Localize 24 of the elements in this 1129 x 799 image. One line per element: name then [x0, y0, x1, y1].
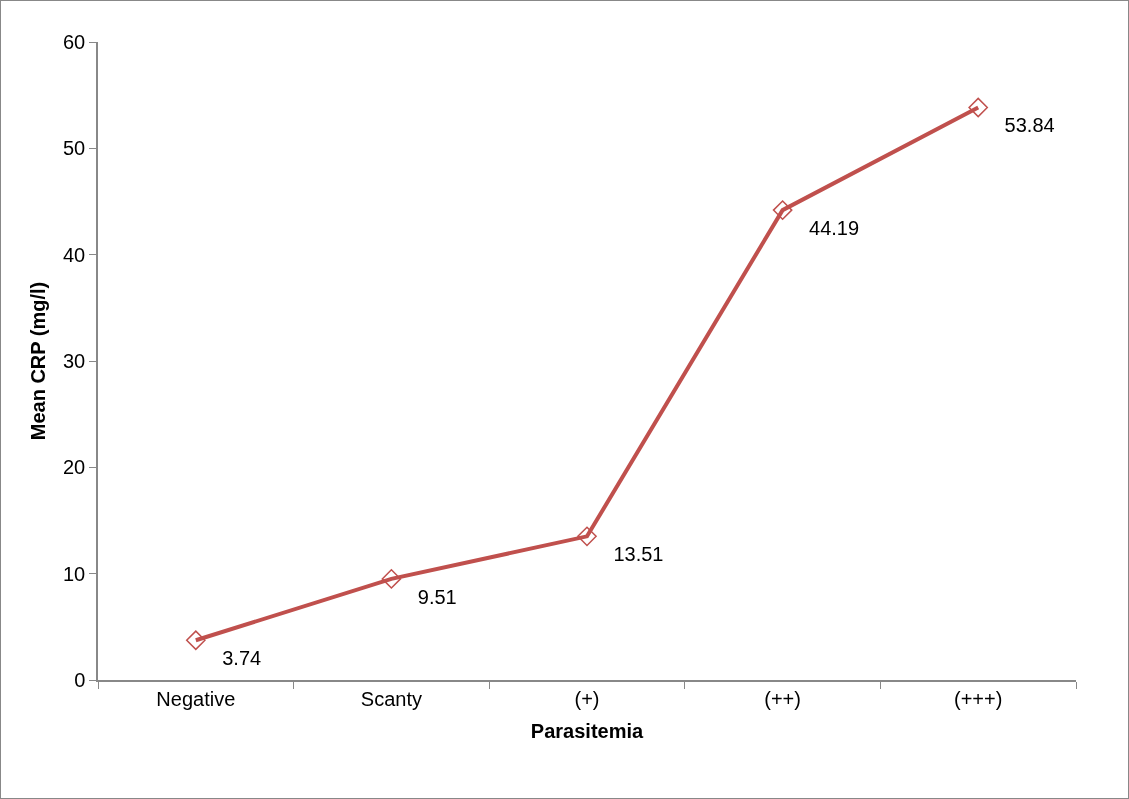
y-tick-label: 20 [63, 456, 86, 479]
x-axis-title: Parasitemia [530, 719, 645, 742]
data-label: 44.19 [792, 216, 860, 239]
y-tick-label: 40 [63, 243, 86, 266]
point [381, 569, 402, 589]
point [968, 97, 989, 118]
x-tick-label: Scanty [360, 687, 422, 710]
x-tick-label: (+) [574, 687, 600, 710]
x-tick-label: (++) [764, 687, 801, 710]
x-tick-label: Negative [156, 687, 236, 710]
y-axis-title: Mean CRP (mg/l) [27, 281, 49, 441]
x-tick-label: (+++) [954, 687, 1003, 710]
data-label: 13.51 [596, 543, 664, 566]
y-tick-label: 10 [63, 562, 86, 585]
data-label: 53.84 [987, 114, 1055, 137]
point [772, 200, 793, 220]
point [577, 526, 597, 547]
point [185, 630, 206, 651]
data-label: 9.51 [401, 585, 457, 608]
data-label: 3.74 [205, 646, 262, 669]
y-tick-label: 0 [74, 669, 86, 691]
y-tick-label: 30 [63, 350, 86, 372]
y-tick-label: 60 [63, 31, 86, 53]
y-tick-label: 50 [63, 137, 86, 160]
